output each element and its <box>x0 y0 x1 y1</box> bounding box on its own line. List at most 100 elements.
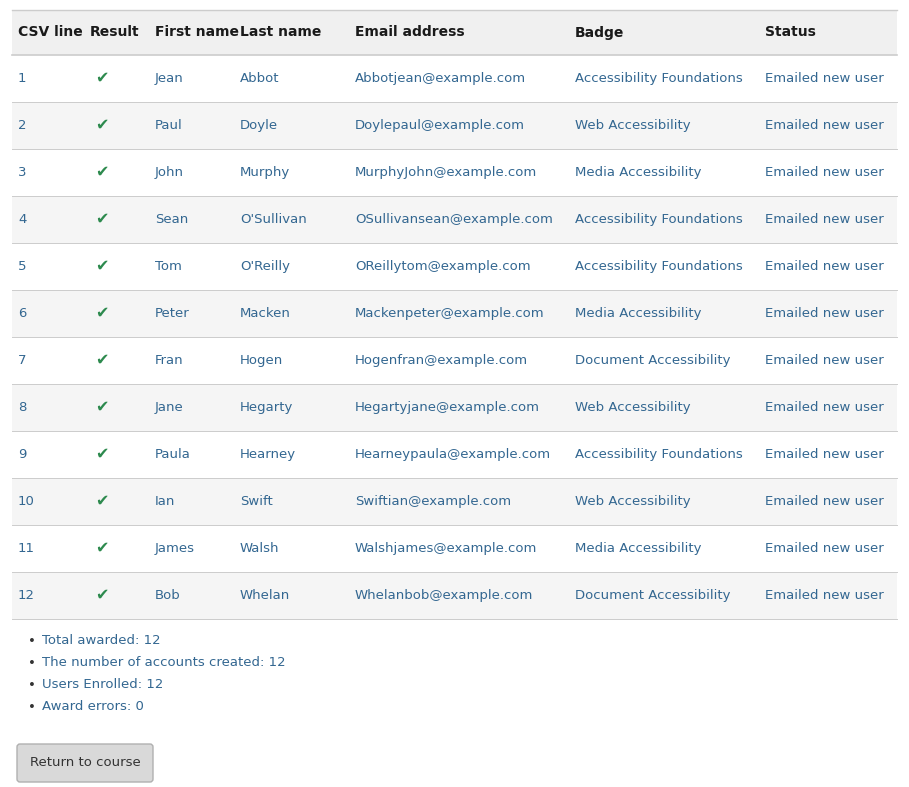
Text: Abbotjean@example.com: Abbotjean@example.com <box>355 72 526 85</box>
Text: Walshjames@example.com: Walshjames@example.com <box>355 542 537 555</box>
Text: Hogen: Hogen <box>240 354 284 367</box>
Text: Hearneypaula@example.com: Hearneypaula@example.com <box>355 448 551 461</box>
Text: ✔: ✔ <box>95 400 108 415</box>
Text: Web Accessibility: Web Accessibility <box>575 495 691 508</box>
Text: •: • <box>28 678 35 692</box>
Text: •: • <box>28 700 35 714</box>
Text: John: John <box>155 166 184 179</box>
Text: Return to course: Return to course <box>30 756 140 770</box>
Text: 2: 2 <box>18 119 26 132</box>
Text: Emailed new user: Emailed new user <box>765 354 884 367</box>
Text: Murphy: Murphy <box>240 166 290 179</box>
Bar <box>12 525 897 572</box>
Text: Peter: Peter <box>155 307 190 320</box>
Text: ✔: ✔ <box>95 259 108 274</box>
Text: •: • <box>28 656 35 670</box>
Text: Paul: Paul <box>155 119 183 132</box>
Text: Emailed new user: Emailed new user <box>765 495 884 508</box>
Text: Whelanbob@example.com: Whelanbob@example.com <box>355 589 534 602</box>
Text: Last name: Last name <box>240 25 322 39</box>
Text: Accessibility Foundations: Accessibility Foundations <box>575 213 743 226</box>
Text: Swift: Swift <box>240 495 273 508</box>
Text: Jean: Jean <box>155 72 184 85</box>
Text: Media Accessibility: Media Accessibility <box>575 166 702 179</box>
Text: OSullivansean@example.com: OSullivansean@example.com <box>355 213 553 226</box>
Text: 1: 1 <box>18 72 26 85</box>
Bar <box>12 55 897 102</box>
Text: Hegarty: Hegarty <box>240 401 294 414</box>
Text: 4: 4 <box>18 213 26 226</box>
Bar <box>12 478 897 525</box>
Text: First name: First name <box>155 25 239 39</box>
Text: Total awarded: 12: Total awarded: 12 <box>42 634 161 648</box>
Text: ✔: ✔ <box>95 494 108 509</box>
Text: ✔: ✔ <box>95 588 108 603</box>
Text: Web Accessibility: Web Accessibility <box>575 119 691 132</box>
Text: Media Accessibility: Media Accessibility <box>575 307 702 320</box>
Text: Emailed new user: Emailed new user <box>765 119 884 132</box>
Bar <box>12 572 897 619</box>
Text: James: James <box>155 542 195 555</box>
Text: Users Enrolled: 12: Users Enrolled: 12 <box>42 678 164 692</box>
Text: Paula: Paula <box>155 448 191 461</box>
Text: •: • <box>28 634 35 648</box>
Text: Ian: Ian <box>155 495 175 508</box>
Text: Doyle: Doyle <box>240 119 278 132</box>
Text: Hearney: Hearney <box>240 448 296 461</box>
Text: Emailed new user: Emailed new user <box>765 213 884 226</box>
Text: Media Accessibility: Media Accessibility <box>575 542 702 555</box>
Bar <box>12 384 897 431</box>
Bar <box>12 290 897 337</box>
Text: Walsh: Walsh <box>240 542 279 555</box>
Text: Accessibility Foundations: Accessibility Foundations <box>575 448 743 461</box>
Text: ✔: ✔ <box>95 71 108 86</box>
Text: Macken: Macken <box>240 307 291 320</box>
Text: Emailed new user: Emailed new user <box>765 307 884 320</box>
Text: 6: 6 <box>18 307 26 320</box>
Text: Email address: Email address <box>355 25 464 39</box>
Text: Document Accessibility: Document Accessibility <box>575 354 731 367</box>
Bar <box>12 102 897 149</box>
Text: 3: 3 <box>18 166 26 179</box>
Text: Mackenpeter@example.com: Mackenpeter@example.com <box>355 307 544 320</box>
Text: Jane: Jane <box>155 401 184 414</box>
Text: Emailed new user: Emailed new user <box>765 166 884 179</box>
Text: Fran: Fran <box>155 354 184 367</box>
Text: OReillytom@example.com: OReillytom@example.com <box>355 260 531 273</box>
Text: Hegartyjane@example.com: Hegartyjane@example.com <box>355 401 540 414</box>
Text: ✔: ✔ <box>95 306 108 321</box>
Text: 8: 8 <box>18 401 26 414</box>
Text: Whelan: Whelan <box>240 589 290 602</box>
Text: Status: Status <box>765 25 816 39</box>
Text: ✔: ✔ <box>95 118 108 133</box>
Text: Badge: Badge <box>575 25 624 39</box>
Text: 10: 10 <box>18 495 35 508</box>
Text: Document Accessibility: Document Accessibility <box>575 589 731 602</box>
Bar <box>12 196 897 243</box>
Text: ✔: ✔ <box>95 447 108 462</box>
Text: ✔: ✔ <box>95 165 108 180</box>
Text: Award errors: 0: Award errors: 0 <box>42 700 144 714</box>
Text: Tom: Tom <box>155 260 182 273</box>
Bar <box>12 149 897 196</box>
Bar <box>12 431 897 478</box>
Text: Accessibility Foundations: Accessibility Foundations <box>575 72 743 85</box>
Text: ✔: ✔ <box>95 353 108 368</box>
Text: 7: 7 <box>18 354 26 367</box>
Text: ✔: ✔ <box>95 541 108 556</box>
Text: Abbot: Abbot <box>240 72 279 85</box>
Text: Emailed new user: Emailed new user <box>765 72 884 85</box>
Text: 9: 9 <box>18 448 26 461</box>
Text: 12: 12 <box>18 589 35 602</box>
Text: Emailed new user: Emailed new user <box>765 401 884 414</box>
Text: Sean: Sean <box>155 213 188 226</box>
Text: O'Reilly: O'Reilly <box>240 260 290 273</box>
Text: The number of accounts created: 12: The number of accounts created: 12 <box>42 656 285 670</box>
FancyBboxPatch shape <box>17 744 153 782</box>
Text: Doylepaul@example.com: Doylepaul@example.com <box>355 119 525 132</box>
Text: Web Accessibility: Web Accessibility <box>575 401 691 414</box>
Text: Emailed new user: Emailed new user <box>765 589 884 602</box>
Text: Hogenfran@example.com: Hogenfran@example.com <box>355 354 528 367</box>
Bar <box>12 243 897 290</box>
Text: MurphyJohn@example.com: MurphyJohn@example.com <box>355 166 537 179</box>
